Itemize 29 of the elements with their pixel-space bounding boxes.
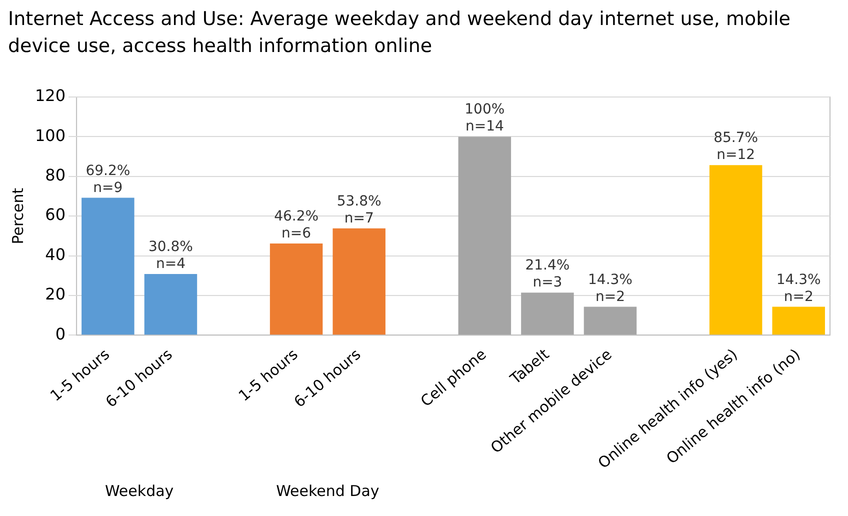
data-label: 14.3% n=2	[588, 272, 632, 305]
bar	[458, 136, 512, 335]
y-tick-label: 100	[34, 126, 66, 145]
text: Weekday	[104, 482, 174, 500]
data-label: 14.3% n=2	[776, 272, 821, 305]
data-label: 100% n=14	[464, 102, 505, 135]
bar	[772, 306, 825, 335]
y-tick-label: 0	[55, 324, 66, 344]
y-tick-label: 60	[45, 205, 66, 224]
y-tick-label: 40	[45, 244, 66, 264]
y-tick-label: 20	[45, 284, 66, 304]
bar	[270, 243, 323, 335]
text: Weekend Day	[276, 482, 380, 500]
y-tick-label: 120	[34, 86, 66, 106]
bar	[332, 228, 386, 335]
y-axis-title: Percent	[8, 188, 27, 244]
bar	[144, 274, 198, 335]
data-label: 46.2% n=6	[274, 208, 319, 242]
bar	[82, 198, 134, 335]
bar	[521, 292, 574, 335]
bar	[584, 306, 637, 335]
data-label: 85.7% n=12	[714, 130, 758, 164]
bar	[709, 165, 762, 335]
data-label: 69.2% n=9	[86, 162, 130, 196]
y-tick-label: 80	[45, 166, 66, 185]
chart-title: Internet Access and Use: Average weekday and weekend day internet use, mobile device use, access health information online	[8, 7, 792, 59]
data-label: 30.8% n=4	[148, 239, 193, 272]
data-label: 21.4% n=3	[525, 258, 570, 291]
data-label: 53.8% n=7	[336, 193, 382, 226]
